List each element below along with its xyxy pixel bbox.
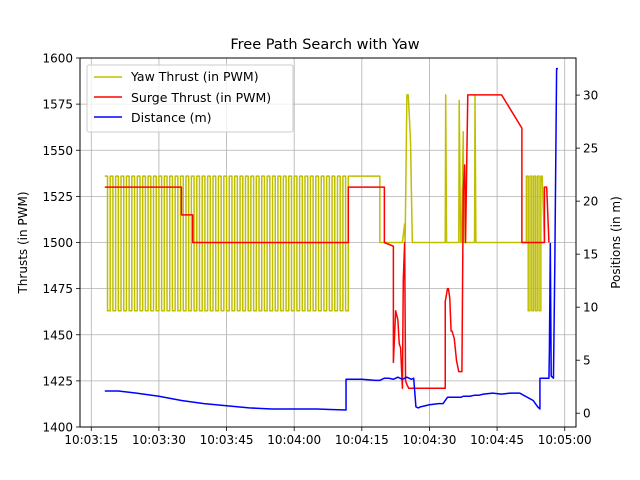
x-tick-label: 10:03:30	[132, 433, 186, 447]
y-axis-right-title: Positions (in m)	[609, 196, 623, 289]
y-tick-label-left: 1600	[42, 52, 73, 66]
y-tick-label-left: 1575	[42, 98, 73, 112]
series-line-surge-thrust	[104, 94, 550, 389]
series-line-distance	[104, 67, 558, 411]
y-tick-label-right: 5	[583, 354, 591, 368]
y-tick-label-left: 1525	[42, 190, 73, 204]
legend-box	[86, 64, 294, 133]
legend: Yaw Thrust (in PWM) Surge Thrust (in PWM…	[86, 64, 294, 133]
y-tick-label-right: 0	[583, 407, 591, 421]
y-tick-label-left: 1550	[42, 144, 73, 158]
y-tick-label-right: 15	[583, 248, 598, 262]
x-tick-label: 10:05:00	[538, 433, 592, 447]
x-tick-label: 10:03:15	[64, 433, 118, 447]
y-tick-label-left: 1425	[42, 374, 73, 388]
y-tick-label-right: 25	[583, 142, 598, 156]
y-tick-label-left: 1400	[42, 421, 73, 435]
y-tick-label-left: 1475	[42, 282, 73, 296]
x-tick-label: 10:04:45	[470, 433, 524, 447]
legend-label-distance: Distance (m)	[131, 110, 212, 125]
x-tick-label: 10:03:45	[200, 433, 254, 447]
y-tick-label-left: 1500	[42, 236, 73, 250]
legend-label-surge: Surge Thrust (in PWM)	[131, 90, 271, 105]
legend-label-yaw: Yaw Thrust (in PWM)	[130, 69, 259, 84]
x-tick-label: 10:04:00	[267, 433, 321, 447]
series-line-yaw-thrust	[104, 94, 546, 312]
y-tick-label-right: 30	[583, 89, 598, 103]
x-tick-label: 10:04:30	[403, 433, 457, 447]
y-tick-label-right: 10	[583, 301, 598, 315]
x-tick-label: 10:04:15	[335, 433, 389, 447]
y-tick-label-right: 20	[583, 195, 598, 209]
y-tick-label-left: 1450	[42, 328, 73, 342]
chart-title: Free Path Search with Yaw	[230, 37, 419, 53]
y-axis-left-title: Thrusts (in PWM)	[16, 191, 30, 294]
